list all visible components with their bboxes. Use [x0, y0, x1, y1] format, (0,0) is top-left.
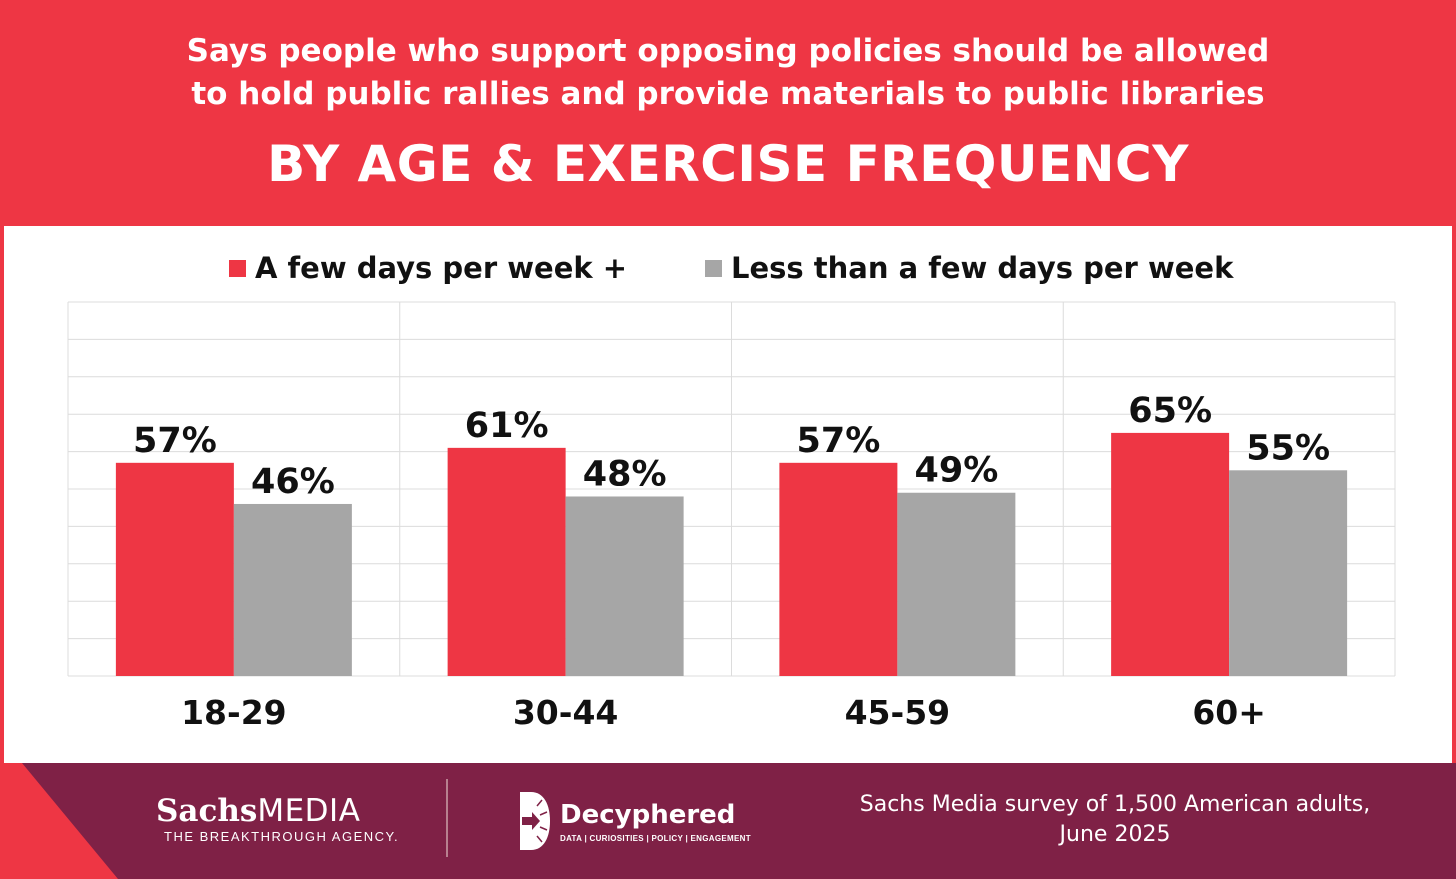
header-banner: Says people who support opposing policie…	[0, 0, 1456, 226]
decyphered-logo-name: Decyphered	[560, 799, 736, 830]
data-label: 65%	[1128, 391, 1212, 431]
subtitle-line-2: to hold public rallies and provide mater…	[191, 76, 1265, 112]
frame-border-left	[0, 226, 4, 763]
data-label: 57%	[796, 421, 880, 461]
bar-chart: 57% 46% 18-29 61% 48% 30-44 57% 49% 45-59 65% 55% 6…	[67, 301, 1396, 732]
data-label: 55%	[1246, 428, 1330, 468]
legend-label-frequent: A few days per week +	[255, 251, 628, 285]
legend-item-frequent: A few days per week +	[229, 246, 627, 290]
data-label: 57%	[133, 421, 217, 461]
bar-frequent-60+	[1111, 432, 1230, 676]
chart-legend: A few days per week + Less than a few da…	[0, 246, 1456, 290]
source-line-1: Sachs Media survey of 1,500 American adu…	[859, 792, 1371, 817]
sachs-media-logo: SachsMEDIA THE BREAKTHROUGH AGENCY.	[156, 793, 399, 844]
legend-swatch-red	[229, 259, 246, 277]
sachs-logo-name: Sachs	[156, 793, 258, 829]
bar-infrequent-18-29	[233, 503, 352, 676]
subtitle-line-1: Says people who support opposing policie…	[186, 33, 1270, 69]
footer-bar: SachsMEDIA THE BREAKTHROUGH AGENCY. Decy…	[0, 763, 1456, 879]
sachs-logo-tagline: THE BREAKTHROUGH AGENCY.	[164, 829, 400, 844]
bar-frequent-18-29	[115, 462, 234, 676]
bar-infrequent-45-59	[897, 492, 1016, 676]
bar-frequent-30-44	[447, 447, 566, 676]
chart-subtitle: Says people who support opposing policie…	[0, 30, 1456, 116]
data-label: 49%	[914, 451, 998, 491]
data-label: 48%	[583, 454, 667, 494]
footer-divider	[446, 779, 448, 857]
legend-swatch-gray	[705, 259, 722, 277]
data-label: 46%	[251, 462, 335, 502]
footer-red-triangle	[0, 763, 118, 879]
category-label: 45-59	[845, 693, 951, 732]
category-label: 18-29	[181, 693, 287, 732]
sachs-logo-media: MEDIA	[257, 793, 361, 829]
source-line-2: June 2025	[1059, 822, 1171, 847]
data-label: 61%	[465, 406, 549, 446]
decyphered-logo: Decyphered DATA | CURIOSITIES | POLICY |…	[518, 790, 751, 852]
chart-title: BY AGE & EXERCISE FREQUENCY	[267, 135, 1189, 193]
frame-border-right	[1452, 226, 1456, 763]
category-label: 30-44	[513, 693, 619, 732]
decyphered-d-icon	[520, 792, 550, 850]
bar-infrequent-30-44	[565, 496, 684, 676]
category-label: 60+	[1192, 693, 1266, 732]
bar-frequent-45-59	[779, 462, 898, 676]
legend-label-infrequent: Less than a few days per week	[731, 251, 1234, 285]
legend-item-infrequent: Less than a few days per week	[705, 246, 1233, 290]
survey-source: Sachs Media survey of 1,500 American adu…	[820, 790, 1410, 850]
decyphered-logo-tagline: DATA | CURIOSITIES | POLICY | ENGAGEMENT	[560, 833, 751, 843]
bar-infrequent-60+	[1229, 470, 1348, 676]
